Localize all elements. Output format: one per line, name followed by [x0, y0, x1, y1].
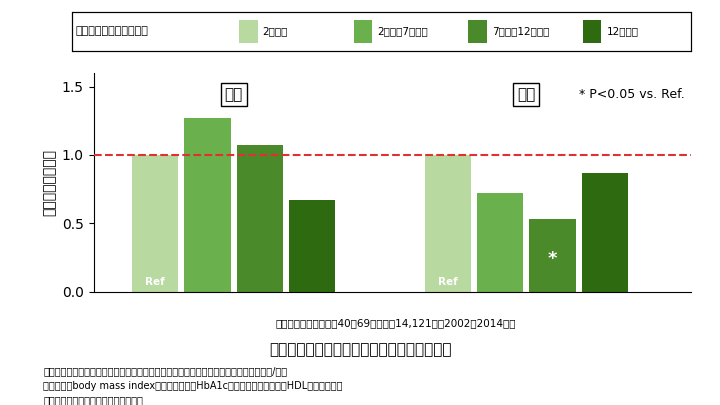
Text: Ref: Ref	[145, 277, 165, 288]
FancyBboxPatch shape	[468, 20, 487, 43]
Text: 2杯未満: 2杯未満	[263, 26, 288, 36]
FancyBboxPatch shape	[354, 20, 372, 43]
FancyBboxPatch shape	[239, 20, 258, 43]
Text: ンパク比、body mass index、収縮期血圧、HbA1c、総コレステロール、HDLコレステロー: ンパク比、body mass index、収縮期血圧、HbA1c、総コレステロー…	[43, 381, 343, 391]
Text: * P<0.05 vs. Ref.: * P<0.05 vs. Ref.	[580, 88, 685, 101]
Text: 男性: 男性	[225, 87, 243, 102]
Bar	[184, 118, 230, 292]
Text: 図１　牛乳の摂取頻度別の脳梗塞発症リスク: 図１ 牛乳の摂取頻度別の脳梗塞発症リスク	[269, 342, 451, 357]
Bar	[529, 219, 576, 292]
Text: *: *	[548, 249, 557, 268]
Text: 7杯以上12杯未満: 7杯以上12杯未満	[492, 26, 549, 36]
Bar	[425, 155, 471, 292]
Text: 12杯以上: 12杯以上	[606, 26, 639, 36]
Bar	[237, 145, 283, 292]
Text: 週当たりの牛乳摂取頻度: 週当たりの牛乳摂取頻度	[75, 26, 148, 36]
Bar	[477, 193, 523, 292]
FancyBboxPatch shape	[582, 20, 601, 43]
Bar	[582, 173, 628, 292]
Text: ル、降圧薬使用、閉経（女性の場合）: ル、降圧薬使用、閉経（女性の場合）	[43, 395, 143, 405]
Text: 女性: 女性	[517, 87, 536, 102]
Text: 調整因子：年齢、喫煙習慣、飲酒習慣、運動習慣、野菜・果実摂取、魚・大豆タンパク/肉タ: 調整因子：年齢、喫煙習慣、飲酒習慣、運動習慣、野菜・果実摂取、魚・大豆タンパク/…	[43, 367, 287, 377]
Text: Ref: Ref	[438, 277, 458, 288]
Text: （岩手県北地域住民　40〜69歳男女、14,121人、2002〜2014年）: （岩手県北地域住民 40〜69歳男女、14,121人、2002〜2014年）	[276, 318, 516, 328]
Y-axis label: 脳梗塞発症リスク: 脳梗塞発症リスク	[42, 149, 56, 216]
Bar	[289, 200, 336, 292]
Text: 2杯以上7杯未満: 2杯以上7杯未満	[377, 26, 428, 36]
Bar	[132, 155, 179, 292]
